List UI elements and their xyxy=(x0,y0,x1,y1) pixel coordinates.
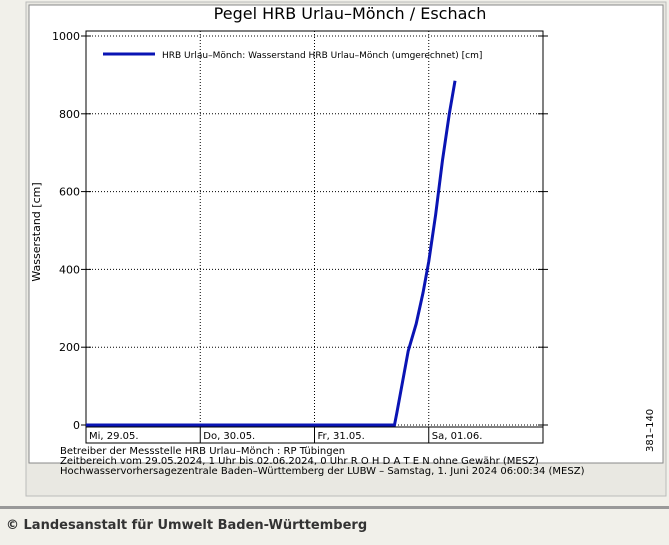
y-axis-label: Wasserstand [cm] xyxy=(30,182,43,281)
chart: Pegel HRB Urlau–Mönch / Eschach Wasserst… xyxy=(25,1,667,497)
side-label: 381–140 xyxy=(645,409,656,452)
chart-background xyxy=(28,4,664,464)
y-tick-label: 1000 xyxy=(52,30,80,43)
footnote: Hochwasservorhersagezentrale Baden–Württ… xyxy=(60,466,585,477)
separator xyxy=(0,506,669,509)
data-line xyxy=(86,80,457,427)
x-tick-label: Sa, 01.06. xyxy=(432,431,483,442)
x-tick-label: Mi, 29.05. xyxy=(89,431,139,442)
footnote: Zeitbereich vom 29.05.2024, 1 Uhr bis 02… xyxy=(60,456,539,467)
chart-title: Pegel HRB Urlau–Mönch / Eschach xyxy=(214,4,487,23)
y-tick-label: 0 xyxy=(73,419,80,432)
footnote: Betreiber der Messstelle HRB Urlau–Mönch… xyxy=(60,446,345,457)
x-tick-label: Fr, 31.05. xyxy=(318,431,365,442)
y-tick-label: 200 xyxy=(59,341,80,354)
y-tick-label: 600 xyxy=(59,186,80,199)
footer: © Landesanstalt für Umwelt Baden-Württem… xyxy=(6,518,368,533)
y-tick-label: 800 xyxy=(59,108,80,121)
x-tick-label: Do, 30.05. xyxy=(203,431,255,442)
legend-label: HRB Urlau–Mönch: Wasserstand HRB Urlau–M… xyxy=(162,51,482,61)
y-tick-label: 400 xyxy=(59,263,80,276)
